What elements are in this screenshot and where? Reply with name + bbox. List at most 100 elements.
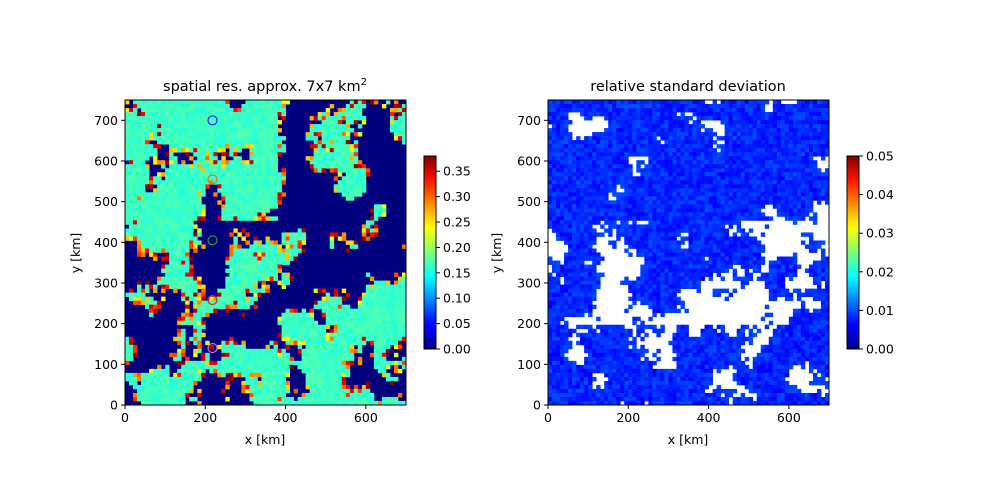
heatmap-cell	[716, 180, 722, 185]
heatmap-cell	[365, 388, 371, 394]
heatmap-cell	[221, 144, 226, 149]
heatmap-cell	[369, 312, 375, 318]
heatmap-cell	[129, 372, 134, 378]
heatmap-cell	[381, 280, 387, 285]
heatmap-cell	[229, 376, 234, 382]
heatmap-cell	[261, 356, 266, 362]
heatmap-cell	[397, 116, 403, 121]
heatmap-cell	[341, 144, 347, 149]
heatmap-cell	[153, 204, 158, 209]
heatmap-cell	[660, 124, 665, 129]
heatmap-cell	[373, 352, 379, 358]
heatmap-cell	[808, 168, 814, 173]
heatmap-cell	[568, 176, 573, 181]
heatmap-cell	[173, 208, 178, 213]
heatmap-cell	[173, 288, 178, 294]
heatmap-cell	[221, 160, 226, 165]
heatmap-cell	[233, 196, 238, 201]
heatmap-cell	[612, 112, 617, 117]
heatmap-cell	[740, 200, 746, 205]
heatmap-cell	[612, 200, 617, 205]
heatmap-cell	[205, 360, 210, 366]
heatmap-cell	[712, 168, 717, 173]
heatmap-cell	[337, 168, 343, 173]
heatmap-cell	[556, 132, 561, 137]
heatmap-cell	[596, 152, 601, 157]
heatmap-cell	[205, 116, 210, 121]
heatmap-cell	[700, 136, 705, 141]
heatmap-cell	[161, 192, 166, 197]
heatmap-cell	[237, 216, 242, 221]
heatmap-cell	[225, 284, 230, 290]
heatmap-cell	[373, 296, 379, 302]
heatmap-cell	[604, 208, 609, 213]
heatmap-cell	[345, 108, 351, 113]
heatmap-cell	[241, 112, 246, 117]
heatmap-cell	[193, 108, 198, 113]
heatmap-cell	[381, 364, 387, 370]
heatmap-cell	[249, 284, 254, 290]
heatmap-cell	[229, 172, 234, 177]
heatmap-cell	[249, 120, 254, 125]
heatmap-cell	[548, 128, 553, 133]
heatmap-cell	[217, 144, 222, 149]
heatmap-cell	[816, 144, 822, 149]
heatmap-cell	[169, 208, 174, 213]
heatmap-cell	[824, 144, 829, 149]
heatmap-cell	[277, 256, 282, 261]
heatmap-cell	[377, 280, 383, 285]
heatmap-cell	[401, 320, 406, 326]
heatmap-cell	[784, 184, 790, 189]
heatmap-cell	[772, 160, 778, 165]
heatmap-cell	[389, 332, 395, 338]
heatmap-cell	[169, 272, 174, 277]
heatmap-cell	[668, 108, 673, 113]
heatmap-cell	[644, 184, 649, 189]
heatmap-cell	[257, 400, 262, 405]
heatmap-cell	[253, 268, 258, 273]
heatmap-cell	[592, 144, 597, 149]
heatmap-cell	[552, 128, 557, 133]
heatmap-cell	[133, 188, 138, 193]
heatmap-cell	[137, 280, 142, 285]
heatmap-cell	[740, 140, 746, 145]
heatmap-cell	[760, 108, 766, 113]
heatmap-cell	[177, 120, 182, 125]
heatmap-cell	[385, 328, 391, 334]
heatmap-cell	[760, 176, 766, 181]
heatmap-cell	[616, 192, 621, 197]
heatmap-cell	[772, 108, 778, 113]
heatmap-cell	[333, 352, 339, 358]
heatmap-cell	[728, 192, 734, 197]
heatmap-cell	[636, 196, 641, 201]
heatmap-cell	[341, 356, 347, 362]
heatmap-cell	[249, 388, 254, 394]
heatmap-cell	[161, 160, 166, 165]
heatmap-cell	[245, 128, 250, 133]
heatmap-cell	[764, 132, 770, 137]
heatmap-cell	[357, 340, 363, 346]
heatmap-cell	[780, 168, 786, 173]
heatmap-cell	[325, 124, 331, 129]
heatmap-cell	[756, 104, 762, 109]
heatmap-cell	[273, 192, 278, 197]
heatmap-cell	[229, 188, 234, 193]
heatmap-cell	[752, 140, 758, 145]
heatmap-cell	[584, 116, 589, 121]
heatmap-cell	[612, 124, 617, 129]
heatmap-cell	[636, 208, 641, 213]
heatmap-cell	[281, 104, 286, 109]
heatmap-cell	[153, 252, 158, 257]
heatmap-cell	[600, 204, 605, 209]
heatmap-cell	[337, 324, 343, 330]
heatmap-cell	[189, 168, 194, 173]
heatmap-cell	[185, 364, 190, 370]
heatmap-cell	[704, 168, 709, 173]
heatmap-cell	[249, 364, 254, 370]
heatmap-cell	[273, 168, 278, 173]
heatmap-cell	[337, 184, 343, 189]
heatmap-cell	[229, 124, 234, 129]
heatmap-cell	[141, 200, 146, 205]
heatmap-cell	[664, 188, 669, 193]
heatmap-cell	[289, 252, 294, 257]
